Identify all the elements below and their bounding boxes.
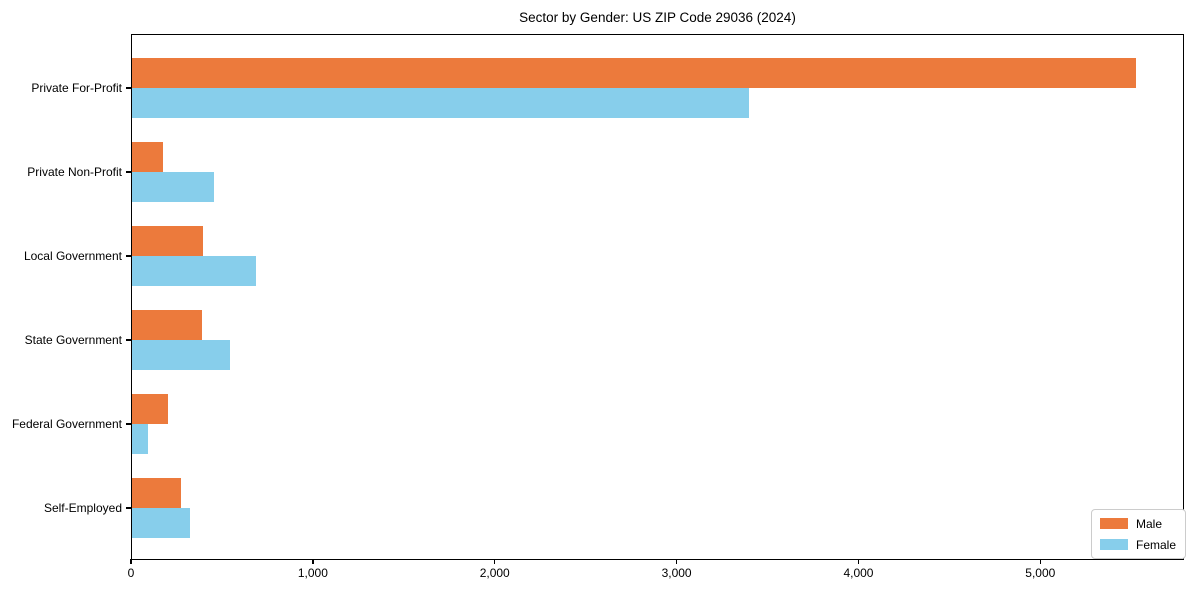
bar-male-private-non-profit [132, 141, 163, 172]
x-tick-label: 4,000 [843, 566, 874, 580]
legend-label-female: Female [1136, 537, 1177, 552]
bar-male-federal-government [132, 393, 169, 424]
legend-label-male: Male [1136, 516, 1163, 531]
bar-female-federal-government [132, 423, 149, 454]
bar-male-state-government [132, 309, 203, 340]
y-axis-label-state-government: State Government [24, 333, 122, 347]
y-tick-mark [126, 339, 131, 341]
y-axis-label-self-employed: Self-Employed [43, 501, 122, 515]
y-axis-label-private-for-profit: Private For-Profit [31, 81, 122, 95]
y-tick-mark [126, 507, 131, 509]
y-tick-mark [126, 87, 131, 89]
x-tick-mark [1039, 559, 1042, 564]
x-tick-label: 3,000 [661, 566, 692, 580]
x-tick-mark [675, 559, 678, 564]
x-tick-mark [493, 559, 496, 564]
y-axis-label-local-government: Local Government [23, 249, 122, 263]
x-tick-label: 1,000 [297, 566, 328, 580]
bar-female-private-for-profit [132, 87, 749, 118]
x-tick-mark [130, 559, 132, 564]
bar-male-private-for-profit [132, 57, 1136, 88]
bar-female-self-employed [132, 507, 191, 538]
x-tick-mark [312, 559, 314, 564]
bar-male-local-government [132, 225, 203, 256]
x-tick-label: 5,000 [1025, 566, 1056, 580]
plot-area [131, 34, 1184, 560]
legend-entry-female: Female [1100, 536, 1176, 553]
bar-male-self-employed [132, 477, 182, 508]
bar-female-private-non-profit [132, 171, 214, 202]
male-color-swatch [1100, 518, 1128, 529]
legend-entry-male: Male [1100, 515, 1176, 532]
bar-female-state-government [132, 339, 231, 370]
x-tick-label: 2,000 [479, 566, 510, 580]
x-tick-mark [857, 559, 860, 564]
y-tick-mark [126, 255, 131, 257]
y-tick-mark [126, 423, 131, 425]
chart-title: Sector by Gender: US ZIP Code 29036 (202… [519, 10, 796, 25]
female-color-swatch [1100, 539, 1128, 550]
legend: Male Female [1091, 509, 1187, 559]
y-tick-mark [126, 171, 131, 173]
x-tick-label: 0 [127, 566, 135, 580]
bar-female-local-government [132, 255, 256, 286]
y-axis-label-private-non-profit: Private Non-Profit [27, 165, 122, 179]
y-axis-label-federal-government: Federal Government [11, 417, 122, 431]
